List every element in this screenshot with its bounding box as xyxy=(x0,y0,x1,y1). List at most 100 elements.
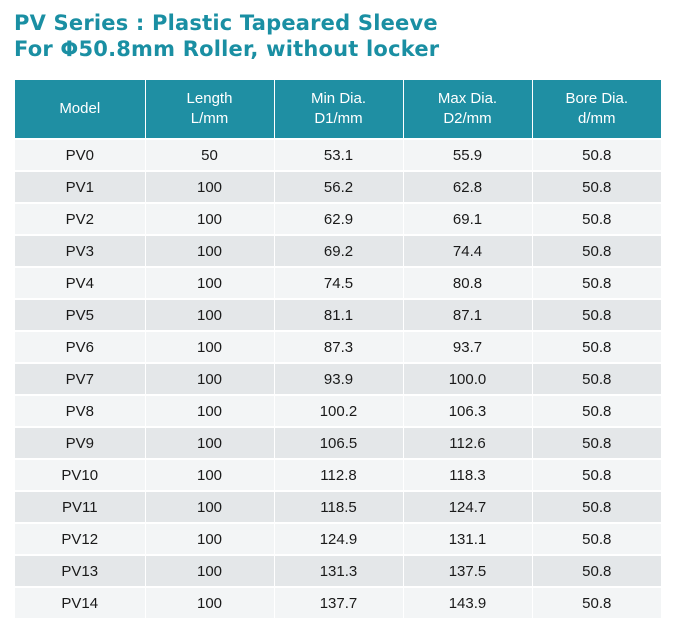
cell-bore-dia: 50.8 xyxy=(531,266,661,299)
cell-min-dia: 112.8 xyxy=(273,458,403,491)
column-header-max-dia: Max Dia. D2/mm xyxy=(402,80,532,139)
table-row: PV5 100 81.1 87.1 50.8 xyxy=(15,298,661,331)
cell-bore-dia: 50.8 xyxy=(531,490,661,523)
cell-max-dia: 143.9 xyxy=(402,586,532,618)
table-header: Model Length L/mm Min Dia. D1/mm Max Dia. D2/m… xyxy=(15,80,661,139)
cell-max-dia: 80.8 xyxy=(402,266,532,299)
cell-min-dia: 74.5 xyxy=(273,266,403,299)
cell-bore-dia: 50.8 xyxy=(531,586,661,618)
cell-max-dia: 55.9 xyxy=(402,138,532,171)
column-header-bore-dia-line-2: d/mm xyxy=(578,110,616,127)
cell-length: 100 xyxy=(144,522,274,555)
cell-max-dia: 124.7 xyxy=(402,490,532,523)
cell-model: PV6 xyxy=(15,330,145,363)
spec-table-container: Model Length L/mm Min Dia. D1/mm Max Dia. D2/m… xyxy=(15,80,661,618)
cell-model: PV8 xyxy=(15,394,145,427)
cell-max-dia: 106.3 xyxy=(402,394,532,427)
cell-model: PV14 xyxy=(15,586,145,618)
title-block: PV Series : Plastic Tapeared Sleeve For … xyxy=(14,10,664,62)
cell-length: 100 xyxy=(144,394,274,427)
cell-min-dia: 87.3 xyxy=(273,330,403,363)
table-row: PV7 100 93.9 100.0 50.8 xyxy=(15,362,661,395)
column-header-max-dia-line-2: D2/mm xyxy=(443,110,492,127)
table-row: PV3 100 69.2 74.4 50.8 xyxy=(15,234,661,267)
cell-length: 50 xyxy=(144,138,274,171)
cell-min-dia: 118.5 xyxy=(273,490,403,523)
cell-min-dia: 62.9 xyxy=(273,202,403,235)
cell-bore-dia: 50.8 xyxy=(531,170,661,203)
table-row: PV13 100 131.3 137.5 50.8 xyxy=(15,554,661,587)
cell-length: 100 xyxy=(144,490,274,523)
cell-model: PV10 xyxy=(15,458,145,491)
cell-length: 100 xyxy=(144,298,274,331)
spec-table: Model Length L/mm Min Dia. D1/mm Max Dia. D2/m… xyxy=(15,80,661,618)
cell-model: PV3 xyxy=(15,234,145,267)
table-row: PV6 100 87.3 93.7 50.8 xyxy=(15,330,661,363)
cell-min-dia: 93.9 xyxy=(273,362,403,395)
cell-min-dia: 100.2 xyxy=(273,394,403,427)
cell-length: 100 xyxy=(144,330,274,363)
column-header-min-dia-line-1: Min Dia. xyxy=(310,90,366,107)
page-title: PV Series : Plastic Tapeared Sleeve xyxy=(14,11,438,35)
cell-model: PV0 xyxy=(15,138,145,171)
cell-min-dia: 53.1 xyxy=(273,138,403,171)
cell-bore-dia: 50.8 xyxy=(531,458,661,491)
cell-bore-dia: 50.8 xyxy=(531,298,661,331)
cell-max-dia: 93.7 xyxy=(402,330,532,363)
cell-min-dia: 69.2 xyxy=(273,234,403,267)
cell-model: PV7 xyxy=(15,362,145,395)
table-row: PV9 100 106.5 112.6 50.8 xyxy=(15,426,661,459)
cell-max-dia: 62.8 xyxy=(402,170,532,203)
cell-bore-dia: 50.8 xyxy=(531,522,661,555)
cell-max-dia: 74.4 xyxy=(402,234,532,267)
cell-length: 100 xyxy=(144,362,274,395)
table-row: PV11 100 118.5 124.7 50.8 xyxy=(15,490,661,523)
cell-model: PV13 xyxy=(15,554,145,587)
page-subtitle: For Φ50.8mm Roller, without locker xyxy=(14,37,440,61)
cell-max-dia: 100.0 xyxy=(402,362,532,395)
cell-length: 100 xyxy=(144,170,274,203)
cell-max-dia: 87.1 xyxy=(402,298,532,331)
column-header-min-dia-line-2: D1/mm xyxy=(314,110,363,127)
cell-bore-dia: 50.8 xyxy=(531,138,661,171)
column-header-bore-dia: Bore Dia. d/mm xyxy=(531,80,661,139)
cell-length: 100 xyxy=(144,554,274,587)
table-row: PV12 100 124.9 131.1 50.8 xyxy=(15,522,661,555)
cell-min-dia: 106.5 xyxy=(273,426,403,459)
column-header-max-dia-line-1: Max Dia. xyxy=(437,90,498,107)
cell-model: PV11 xyxy=(15,490,145,523)
column-header-length-line-2: L/mm xyxy=(190,110,229,127)
cell-model: PV2 xyxy=(15,202,145,235)
table-row: PV14 100 137.7 143.9 50.8 xyxy=(15,586,661,618)
cell-length: 100 xyxy=(144,426,274,459)
cell-min-dia: 124.9 xyxy=(273,522,403,555)
cell-model: PV12 xyxy=(15,522,145,555)
cell-min-dia: 137.7 xyxy=(273,586,403,618)
cell-model: PV9 xyxy=(15,426,145,459)
cell-min-dia: 81.1 xyxy=(273,298,403,331)
table-row: PV1 100 56.2 62.8 50.8 xyxy=(15,170,661,203)
cell-length: 100 xyxy=(144,586,274,618)
column-header-model: Model xyxy=(15,80,145,139)
table-row: PV8 100 100.2 106.3 50.8 xyxy=(15,394,661,427)
table-row: PV0 50 53.1 55.9 50.8 xyxy=(15,138,661,171)
column-header-model-line-1: Model xyxy=(59,100,101,117)
cell-max-dia: 131.1 xyxy=(402,522,532,555)
cell-model: PV1 xyxy=(15,170,145,203)
cell-min-dia: 131.3 xyxy=(273,554,403,587)
cell-length: 100 xyxy=(144,458,274,491)
cell-model: PV5 xyxy=(15,298,145,331)
cell-length: 100 xyxy=(144,234,274,267)
cell-bore-dia: 50.8 xyxy=(531,202,661,235)
table-body: PV0 50 53.1 55.9 50.8 PV1 100 56.2 62.8 50.8 PV2 10… xyxy=(15,138,661,618)
cell-bore-dia: 50.8 xyxy=(531,330,661,363)
table-row: PV4 100 74.5 80.8 50.8 xyxy=(15,266,661,299)
table-row: PV10 100 112.8 118.3 50.8 xyxy=(15,458,661,491)
cell-max-dia: 118.3 xyxy=(402,458,532,491)
column-header-min-dia: Min Dia. D1/mm xyxy=(273,80,403,139)
cell-max-dia: 112.6 xyxy=(402,426,532,459)
column-header-bore-dia-line-1: Bore Dia. xyxy=(565,90,629,107)
table-row: PV2 100 62.9 69.1 50.8 xyxy=(15,202,661,235)
header-row: Model Length L/mm Min Dia. D1/mm Max Dia. D2/m… xyxy=(15,80,661,139)
cell-bore-dia: 50.8 xyxy=(531,554,661,587)
